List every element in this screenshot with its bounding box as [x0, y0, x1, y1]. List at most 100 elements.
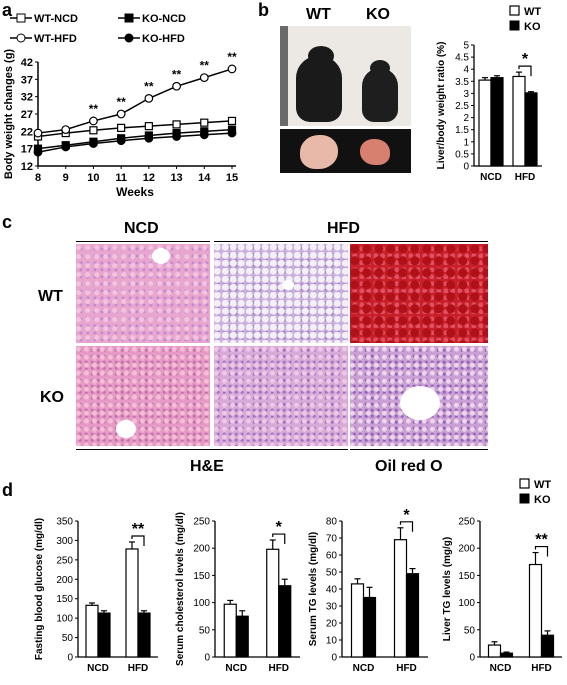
y-tick-label: 50	[326, 568, 338, 579]
legend-label: KO-HFD	[142, 33, 185, 45]
legend-label: WT-HFD	[34, 33, 77, 45]
legend-swatch-ko	[509, 20, 520, 31]
y-tick-label: 3	[463, 89, 469, 100]
category-label: NCD	[490, 663, 512, 674]
y-tick-label: 4.5	[455, 53, 469, 64]
mouse-photo	[280, 26, 411, 126]
y-tick-label: 0	[331, 653, 337, 664]
legend-swatch-wt	[509, 5, 520, 16]
y-tick-label: 60	[326, 551, 338, 562]
bar-KO-HFD	[540, 634, 555, 658]
bar-KO-NCD	[362, 596, 377, 658]
panel-label-a: a	[2, 0, 13, 20]
photo-label-ko: KO	[366, 6, 390, 23]
y-tick-label: 4	[463, 65, 469, 76]
bar-KO-NCD	[97, 612, 111, 658]
ruler	[280, 26, 288, 126]
y-tick-label: 40	[326, 585, 338, 596]
panel-label-d: d	[2, 480, 13, 500]
series-line-KO-NCD	[37, 128, 233, 150]
x-tick-label: 9	[63, 172, 69, 184]
histo-ko-ncd-he	[76, 346, 210, 446]
data-point-WT-HFD	[116, 109, 126, 119]
bar-WT-NCD	[487, 644, 502, 658]
y-tick-label: 250	[458, 517, 475, 528]
bar-KO-HFD	[524, 92, 538, 167]
footer-line-he	[76, 449, 348, 450]
bar-KO-HFD	[278, 585, 292, 658]
significance-bracket	[272, 533, 286, 545]
significance-mark: **	[200, 59, 210, 73]
series-line-WT-NCD	[37, 120, 233, 138]
wt-liver	[300, 135, 338, 169]
stain-label-he: H&E	[190, 458, 224, 475]
y-axis-label: Serum TG levels (mg/dl)	[308, 532, 319, 646]
legend-label: KO-NCD	[142, 13, 186, 25]
y-tick-label: 80	[326, 517, 338, 528]
category-label: HFD	[531, 663, 552, 674]
data-point-KO-HFD	[227, 128, 237, 138]
row-label-wt: WT	[38, 288, 63, 305]
y-tick-label: 10	[326, 636, 338, 647]
stain-label-oil: Oil red O	[375, 458, 443, 475]
series-line-KO-HFD	[37, 132, 233, 153]
histo-wt-hfd-oil	[350, 244, 488, 343]
significance-bracket	[518, 65, 532, 77]
y-tick-label: 100	[56, 614, 73, 625]
bar-KO-NCD	[490, 77, 504, 167]
legend-swatch-wt	[519, 478, 530, 489]
bar-WT-HFD	[266, 548, 280, 658]
y-tick-label: 0	[469, 653, 475, 664]
y-tick-label: 100	[458, 598, 475, 609]
y-tick-label: 150	[56, 594, 73, 605]
legend-marker	[124, 33, 134, 43]
y-tick-label: 100	[193, 598, 210, 609]
y-tick-label: 3.5	[455, 77, 469, 88]
y-tick-label: 50	[62, 633, 74, 644]
y-tick-label: 42	[21, 57, 33, 69]
ko-mouse	[362, 68, 398, 122]
y-tick-label: 250	[193, 517, 210, 528]
data-point-KO-HFD	[144, 133, 154, 143]
y-axis-label: Body weight changes (g)	[3, 49, 15, 180]
footer-line-oil	[350, 449, 488, 450]
liver-photo	[280, 129, 411, 173]
legend-label-ko: KO	[524, 21, 541, 33]
legend-label-ko: KO	[534, 494, 551, 506]
data-point-WT-HFD	[89, 116, 98, 126]
x-tick-label: 11	[115, 172, 127, 184]
category-label: NCD	[353, 663, 375, 674]
category-label: HFD	[268, 663, 289, 674]
data-point-WT-HFD	[199, 73, 209, 82]
data-point-WT-HFD	[61, 125, 71, 135]
histo-ko-hfd-oil	[350, 346, 488, 446]
data-point-WT-NCD	[227, 116, 237, 126]
legend-label-wt: WT	[534, 479, 551, 491]
category-label: NCD	[87, 663, 109, 674]
row-label-ko: KO	[40, 389, 64, 406]
legend-label: WT-NCD	[34, 13, 78, 25]
x-tick-label: 12	[143, 172, 155, 184]
significance-mark: **	[227, 50, 237, 64]
y-tick-label: 50	[464, 625, 476, 636]
significance-mark: *	[522, 51, 529, 68]
wt-mouse	[296, 56, 342, 122]
y-tick-label: 70	[326, 534, 338, 545]
data-point-WT-HFD	[172, 81, 181, 91]
liver-body-ratio-chart: 0 0.511.522.533.544.55 Liver/body weight r…	[436, 5, 542, 183]
x-tick-label: 14	[198, 172, 211, 184]
legend-swatch-ko	[519, 493, 530, 504]
y-tick-label: 1.5	[455, 125, 469, 136]
bar-WT-HFD	[528, 563, 543, 658]
panel-label-b: b	[258, 0, 269, 20]
histo-wt-ncd-he	[76, 244, 210, 343]
data-point-WT-HFD	[144, 93, 154, 103]
y-tick-label: 27	[21, 109, 33, 121]
data-point-KO-HFD	[33, 147, 43, 157]
header-line-ncd	[76, 241, 210, 242]
data-point-KO-HFD	[199, 130, 209, 140]
data-point-WT-HFD	[227, 64, 237, 74]
data-point-WT-NCD	[89, 126, 98, 135]
y-tick-label: 12	[21, 161, 33, 173]
y-tick-label: 17	[21, 144, 33, 156]
